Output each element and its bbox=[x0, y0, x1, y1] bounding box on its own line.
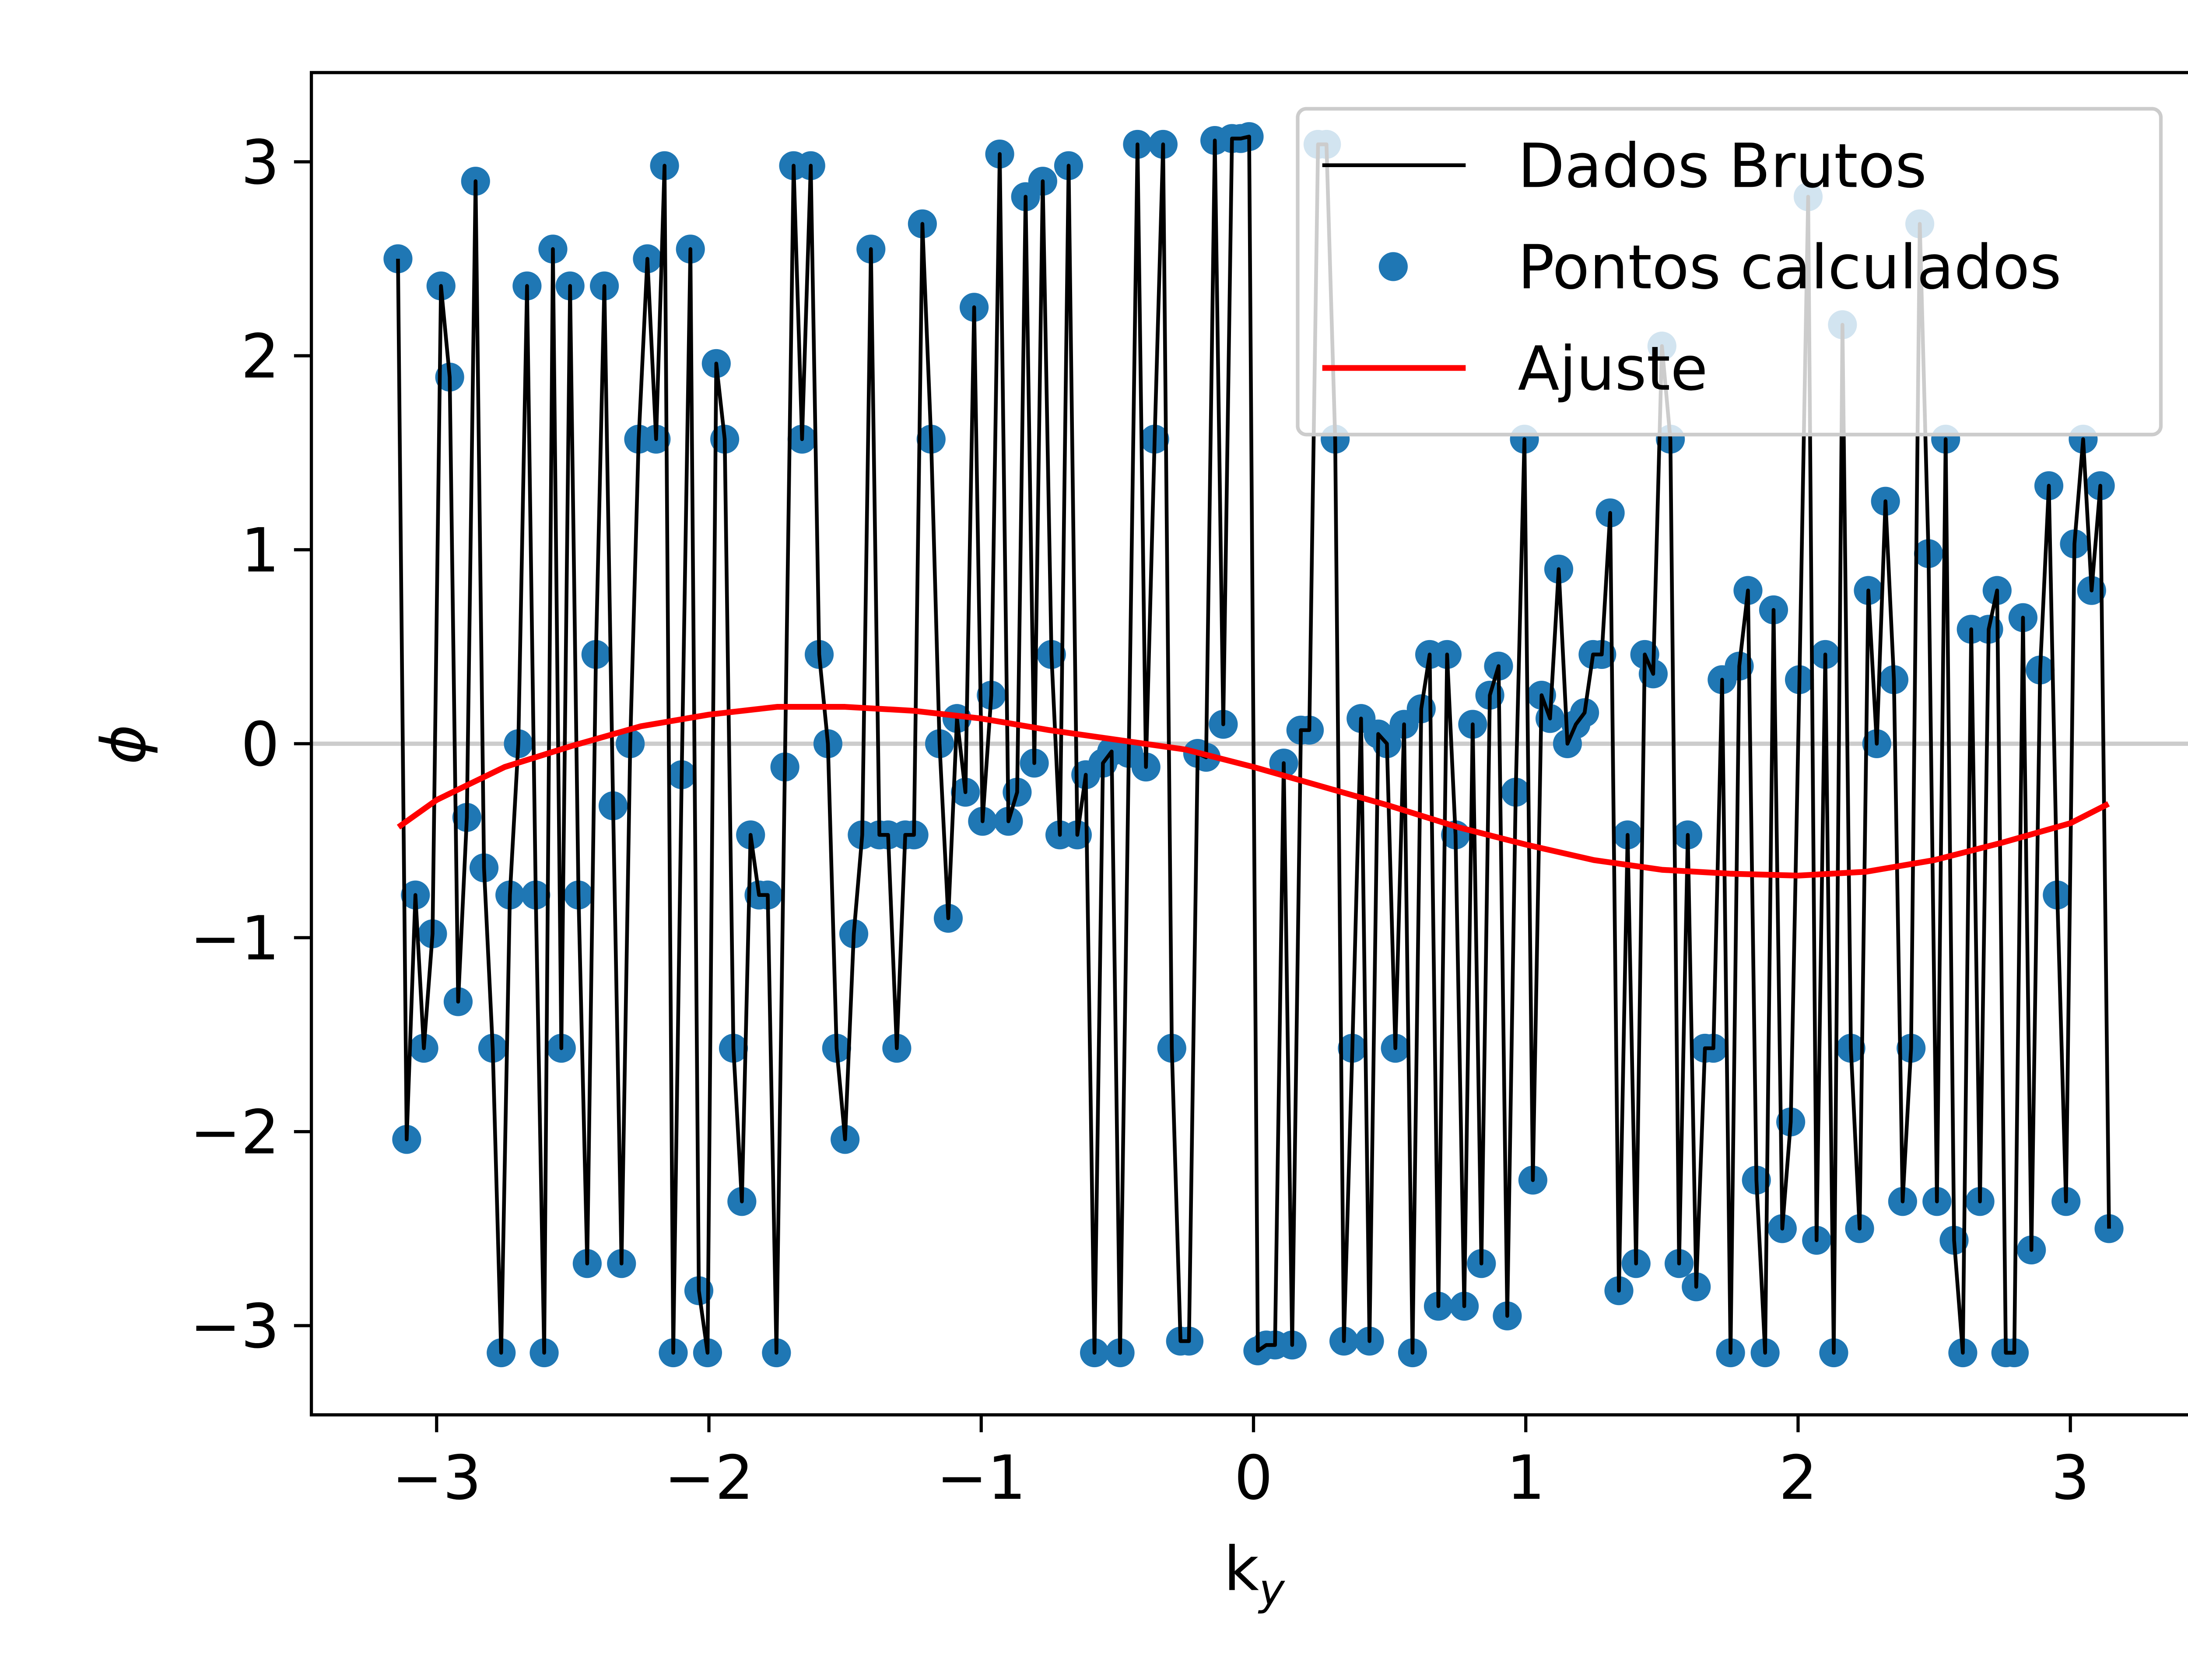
x-tick-label: 1 bbox=[1506, 1442, 1545, 1513]
legend-box bbox=[1296, 107, 2163, 437]
y-tick-label: −2 bbox=[190, 1097, 280, 1168]
legend-label: Dados Brutos bbox=[1518, 130, 1927, 201]
plot-area bbox=[383, 122, 2124, 1368]
x-tick-label: −2 bbox=[664, 1442, 754, 1513]
legend-label: Ajuste bbox=[1518, 333, 1708, 404]
x-tick-label: 0 bbox=[1234, 1442, 1273, 1513]
legend-marker bbox=[1378, 252, 1408, 281]
x-tick-label: 2 bbox=[1779, 1442, 1817, 1513]
y-tick-label: 2 bbox=[241, 321, 279, 392]
x-axis-label: ky bbox=[1224, 1533, 1286, 1615]
raw-line bbox=[396, 134, 2111, 1355]
y-tick-label: −1 bbox=[190, 903, 280, 974]
x-tick-label: −3 bbox=[392, 1442, 481, 1513]
y-tick-label: 3 bbox=[241, 127, 279, 198]
x-label-sub: y bbox=[1258, 1564, 1285, 1615]
fit-line bbox=[396, 704, 2110, 879]
x-label-base: k bbox=[1224, 1533, 1259, 1604]
y-tick-label: −3 bbox=[190, 1291, 280, 1362]
legend-label: Pontos calculados bbox=[1518, 232, 2061, 303]
y-tick-label: 1 bbox=[241, 515, 279, 586]
legend: Dados Brutos Pontos calculados Ajuste bbox=[1296, 107, 2163, 437]
x-tick-label: 3 bbox=[2051, 1442, 2090, 1513]
y-tick-label: 0 bbox=[241, 709, 279, 780]
y-axis-label: ϕ bbox=[88, 724, 159, 765]
x-tick-label: −1 bbox=[936, 1442, 1026, 1513]
